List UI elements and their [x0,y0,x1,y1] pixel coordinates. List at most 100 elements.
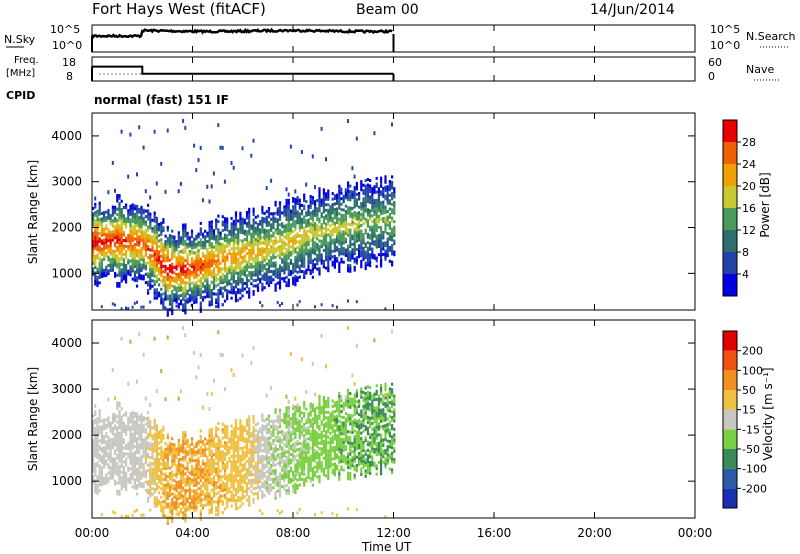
power-cell [208,240,211,244]
power-cell [201,276,205,280]
power-cell [133,212,136,216]
velocity-cell [166,463,169,467]
velocity-cell [144,442,147,445]
velocity-cell [201,503,205,507]
power-cell [188,244,191,248]
velocity-cell [116,481,119,485]
power-cell [122,269,125,273]
velocity-cell [184,491,187,495]
velocity-cell [265,453,268,457]
power-cell [111,266,114,270]
power-cell [199,290,202,294]
power-cell [241,286,244,290]
power-cell [358,227,361,231]
power-cell [259,222,262,226]
velocity-cell [138,462,141,466]
power-cell [314,208,317,212]
velocity-cell [182,494,185,498]
power-cell [307,254,310,258]
velocity-cell [190,451,194,454]
power-cell [140,211,143,215]
velocity-cell [199,479,202,483]
power-cell [98,251,101,255]
power-cell [140,277,143,281]
power-cell [322,215,325,219]
power-cell [98,270,101,274]
power-cell [155,230,158,234]
velocity-cell [270,486,273,490]
power-cell [327,222,330,226]
velocity-cell [96,475,99,479]
power-cell [164,306,167,310]
power-cell [129,259,132,263]
velocity-cell [151,434,154,438]
power-cell [100,228,103,232]
power-cell [384,185,387,190]
velocity-cell [252,451,255,454]
power-cell [252,210,255,214]
velocity-cell [226,447,229,451]
power-cell [309,222,312,226]
power-cell [103,246,106,250]
velocity-cell [136,484,139,488]
power-cell [349,228,352,232]
velocity-cell [241,425,244,428]
velocity-cell [219,488,222,492]
power-cell [267,267,271,271]
power-cell [256,266,260,270]
power-cell [355,225,358,229]
power-cell [164,286,167,290]
power-cell [166,228,169,232]
power-cell [281,222,284,226]
power-cell [336,212,339,216]
velocity-cell [133,445,136,449]
power-cell [153,241,156,245]
power-cell [201,232,205,236]
power-cell [270,212,273,216]
velocity-cell [175,447,178,451]
power-cell [120,307,123,311]
power-cell [314,185,316,190]
power-cell [388,248,391,252]
power-cell [278,217,282,221]
power-cell [360,224,363,227]
velocity-cell [221,444,224,448]
velocity-cell [105,418,108,422]
power-cell [353,243,356,247]
power-cell [338,193,341,196]
velocity-cell [230,504,233,508]
velocity-cell [144,488,147,492]
velocity-cell [158,452,161,456]
power-cell [142,260,145,264]
power-cell [120,224,123,228]
velocity-cell [171,470,174,474]
power-cell [267,212,271,216]
power-cell [105,210,108,214]
velocity-cell [166,491,169,495]
velocity-cell [230,477,233,480]
velocity-cell [136,462,139,465]
power-cell [364,187,367,191]
power-cell [353,257,356,261]
power-cell [221,294,224,298]
power-cell [184,239,187,243]
power-cell [314,249,317,253]
power-cell [289,272,293,276]
power-cell [298,242,301,246]
power-cell [307,224,310,228]
power-cell [158,250,161,254]
velocity-cell [215,450,218,454]
velocity-cell [259,441,262,445]
velocity-cell [142,468,145,472]
power-cell [223,261,227,265]
velocity-cell [160,495,163,499]
power-cell [331,211,334,215]
power-cell [193,251,196,255]
power-cell [164,284,167,288]
power-cell [294,250,297,254]
power-cell [252,224,255,228]
velocity-cell [131,466,134,470]
power-cell [254,262,257,266]
power-cell [366,211,369,214]
velocity-cell [190,448,194,452]
